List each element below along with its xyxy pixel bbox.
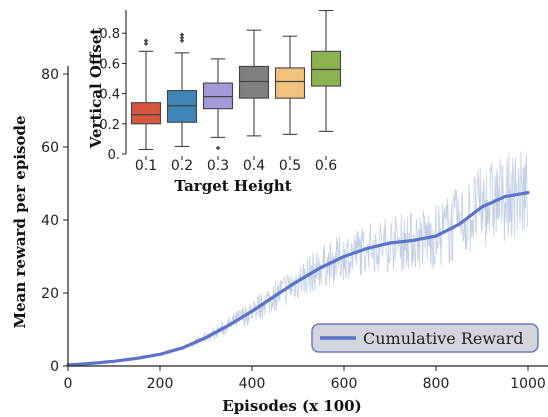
- box-iqr: [202, 82, 234, 110]
- box-0.2: [166, 32, 198, 147]
- box-outlier: [143, 38, 149, 43]
- raw-reward-path: [159, 151, 528, 355]
- box-outlier: [179, 32, 185, 37]
- main-x-tick-label: 400: [239, 376, 266, 392]
- main-x-axis-label: Episodes (x 100): [222, 397, 361, 415]
- main-y-tick-label: 0: [50, 359, 59, 375]
- box-iqr: [310, 50, 342, 87]
- box-0.1: [130, 38, 162, 151]
- inset-boxes: [130, 10, 342, 151]
- raw-reward-trace: [159, 151, 528, 355]
- main-y-ticks: 0 20 40 60 80: [41, 67, 68, 375]
- box-outlier: [179, 38, 185, 43]
- main-chart: 0 200 400 600 800 1000 0 20 40 60 80 Episodes (x …: [11, 66, 548, 415]
- inset-x-tick-label: 0.1: [135, 158, 157, 174]
- inset-x-ticks: 0.1 0.2 0.3 0.4 0.5 0.6: [135, 156, 337, 174]
- box-iqr: [130, 102, 162, 125]
- legend-label: Cumulative Reward: [363, 329, 523, 348]
- main-y-tick-label: 40: [41, 213, 59, 229]
- main-x-ticks: 0 200 400 600 800 1000: [64, 366, 546, 392]
- box-outlier: [179, 35, 185, 40]
- box-0.4: [238, 29, 270, 137]
- inset-y-tick-label: 0.4: [99, 88, 120, 103]
- main-x-tick-label: 1000: [510, 376, 546, 392]
- box-0.6: [310, 10, 342, 132]
- main-y-tick-label: 60: [41, 140, 59, 156]
- inset-y-tick-label: 0.6: [99, 57, 120, 72]
- box-0.5: [274, 35, 306, 135]
- box-outlier: [143, 41, 149, 46]
- inset-x-axis-label: Target Height: [174, 177, 291, 195]
- main-x-tick-label: 200: [147, 376, 174, 392]
- inset-y-ticks: 0. 0.2 0.4 0.6 0.8: [99, 27, 126, 163]
- box-outlier: [215, 145, 221, 151]
- inset-x-tick-label: 0.5: [279, 158, 301, 174]
- main-x-tick-label: 0: [64, 376, 73, 392]
- main-x-tick-label: 600: [331, 376, 358, 392]
- box-iqr: [238, 65, 270, 99]
- box-iqr: [166, 90, 198, 123]
- inset-y-tick-label: 0.8: [99, 27, 120, 42]
- main-x-tick-label: 800: [423, 376, 450, 392]
- inset-y-axis-label: Vertical Offset: [87, 28, 105, 149]
- cumulative-reward-path: [66, 191, 530, 367]
- main-y-tick-label: 20: [41, 286, 59, 302]
- inset-y-tick-label: 0.2: [99, 118, 120, 133]
- main-axes: [67, 66, 548, 367]
- box-iqr: [274, 67, 306, 99]
- legend-box: [311, 323, 539, 353]
- inset-y-tick-label: 0.: [108, 148, 120, 163]
- inset-boxplot: 0.1 0.2 0.3 0.4 0.5 0.6 0. 0.2 0.4 0.6 0.8 Target…: [82, 10, 342, 196]
- main-y-tick-label: 80: [41, 67, 59, 83]
- cumulative-reward-line: [66, 191, 530, 367]
- inset-x-tick-label: 0.4: [243, 158, 265, 174]
- inset-x-tick-label: 0.3: [207, 158, 229, 174]
- inset-x-tick-label: 0.6: [315, 158, 337, 174]
- box-0.3: [202, 58, 234, 151]
- main-y-axis-label: Mean reward per episode: [11, 115, 29, 328]
- inset-x-tick-label: 0.2: [171, 158, 193, 174]
- legend: Cumulative Reward: [311, 323, 539, 353]
